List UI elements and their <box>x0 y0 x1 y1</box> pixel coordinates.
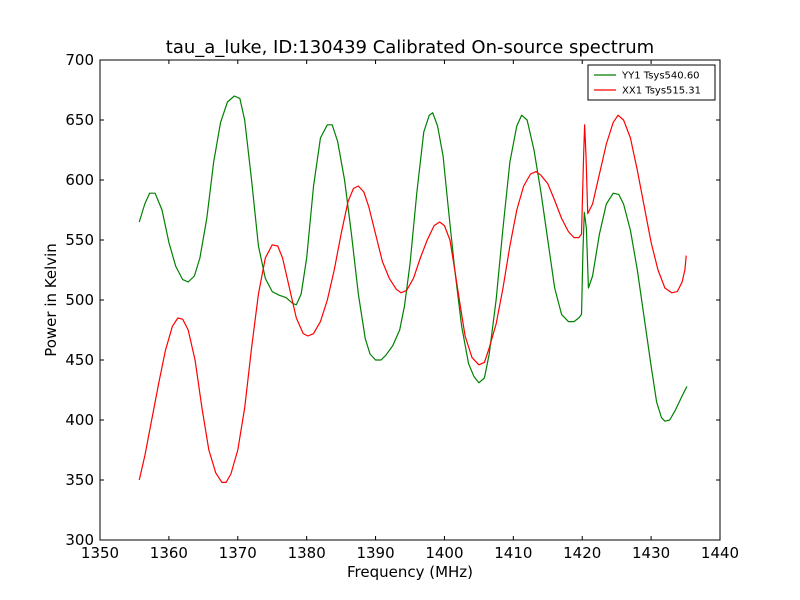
y-tick-label: 550 <box>65 231 94 249</box>
x-tick-label: 1440 <box>701 544 739 562</box>
legend-label-1: YY1 Tsys540.60 <box>621 71 700 82</box>
y-tick-label: 700 <box>65 51 94 69</box>
series-line-1 <box>138 95 688 422</box>
y-axis: 300 350 400 450 500 550 600 650 700 <box>65 51 720 549</box>
chart-title: tau_a_luke, ID:130439 Calibrated On-sour… <box>166 37 654 58</box>
x-tick-label: 1420 <box>563 544 601 562</box>
x-tick-label: 1400 <box>425 544 463 562</box>
y-tick-label: 650 <box>65 111 94 129</box>
x-tick-label: 1360 <box>150 544 188 562</box>
x-axis: 1350 1360 1370 1380 1390 1400 1410 1420 1430 1440 <box>81 60 739 562</box>
x-tick-label: 1350 <box>81 544 119 562</box>
y-tick-label: 600 <box>65 171 94 189</box>
legend: YY1 Tsys540.60 XX1 Tsys515.31 <box>587 64 716 101</box>
legend-box <box>587 64 716 101</box>
y-tick-label: 450 <box>65 351 94 369</box>
x-tick-label: 1370 <box>219 544 257 562</box>
y-tick-label: 500 <box>65 291 94 309</box>
x-tick-label: 1390 <box>356 544 394 562</box>
legend-label-2: XX1 Tsys515.31 <box>622 86 701 97</box>
plot-lines <box>138 95 688 483</box>
y-tick-label: 350 <box>65 471 94 489</box>
x-tick-label: 1430 <box>632 544 670 562</box>
x-tick-label: 1380 <box>288 544 326 562</box>
x-tick-label: 1410 <box>494 544 532 562</box>
x-axis-label: Frequency (MHz) <box>347 563 473 581</box>
y-tick-label: 400 <box>65 411 94 429</box>
y-axis-label: Power in Kelvin <box>42 243 60 357</box>
y-tick-label: 300 <box>65 531 94 549</box>
series-line-2 <box>138 114 687 483</box>
